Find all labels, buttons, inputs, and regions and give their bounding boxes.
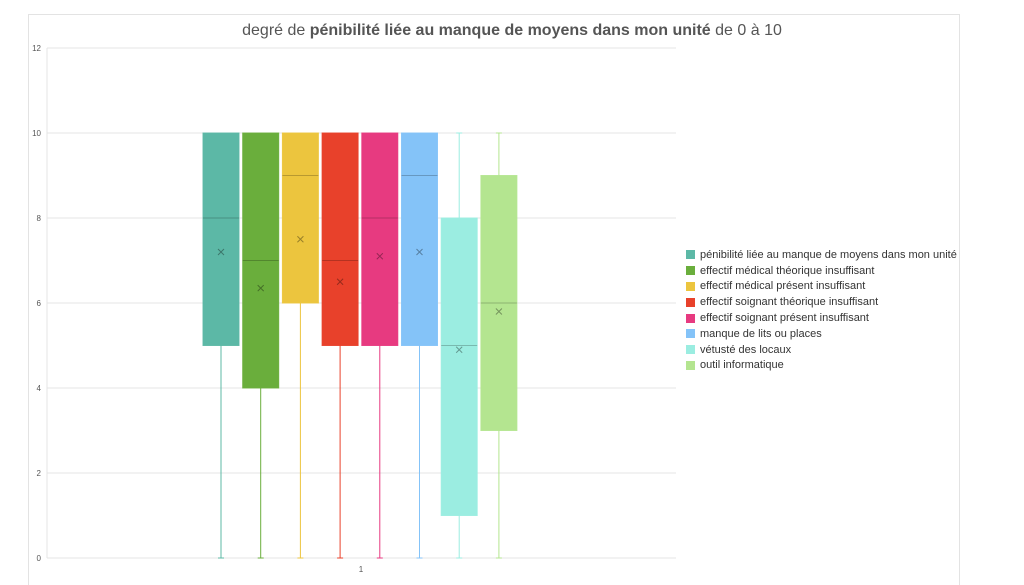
legend-label: effectif médical théorique insuffisant [700, 264, 875, 277]
legend-swatch [686, 345, 695, 355]
mean-marker [416, 248, 423, 256]
chart-legend: pénibilité liée au manque de moyens dans… [686, 247, 957, 373]
box-2 [242, 132, 280, 389]
y-tick-label: 0 [37, 554, 42, 563]
legend-label: effectif médical présent insuffisant [700, 280, 866, 293]
legend-item: vétusté des locaux [686, 342, 957, 358]
legend-label: manque de lits ou places [700, 327, 822, 340]
legend-label: outil informatique [700, 359, 784, 372]
y-tick-label: 12 [32, 44, 41, 53]
legend-item: effectif médical présent insuffisant [686, 279, 957, 295]
legend-label: pénibilité liée au manque de moyens dans… [700, 248, 957, 261]
y-tick-label: 10 [32, 129, 41, 138]
box-6 [401, 132, 438, 346]
chart-title-suffix: de 0 à 10 [710, 22, 782, 39]
mean-marker [495, 308, 503, 315]
y-tick-label: 2 [37, 469, 42, 478]
chart-title: degré de pénibilité liée au manque de mo… [0, 22, 1024, 40]
mean-marker [455, 346, 463, 354]
legend-swatch [686, 297, 695, 307]
legend-swatch [686, 250, 695, 260]
box-8 [480, 175, 518, 431]
legend-swatch [686, 360, 695, 370]
legend-item: pénibilité liée au manque de moyens dans… [686, 247, 957, 263]
legend-item: effectif soignant présent insuffisant [686, 310, 957, 326]
box-3 [281, 132, 319, 304]
y-tick-label: 6 [37, 299, 42, 308]
box-4 [321, 132, 359, 346]
mean-marker [257, 284, 265, 292]
box-1 [202, 132, 240, 346]
legend-label: effectif soignant présent insuffisant [700, 312, 869, 325]
chart-title-bold: pénibilité liée au manque de moyens dans… [309, 22, 711, 39]
legend-swatch [686, 313, 695, 323]
chart-title-prefix: degré de [242, 22, 310, 39]
legend-swatch [686, 329, 695, 339]
legend-swatch [686, 266, 695, 276]
legend-item: manque de lits ou places [686, 326, 957, 342]
legend-swatch [686, 281, 695, 291]
box-7 [440, 217, 478, 516]
mean-marker [376, 252, 384, 260]
y-tick-label: 4 [37, 384, 42, 393]
legend-label: effectif soignant théorique insuffisant [700, 296, 879, 309]
mean-marker [336, 278, 344, 286]
mean-marker [217, 248, 225, 256]
mean-marker [297, 235, 304, 243]
legend-label: vétusté des locaux [700, 343, 792, 356]
legend-item: effectif médical théorique insuffisant [686, 263, 957, 279]
y-tick-label: 8 [37, 214, 42, 223]
legend-item: effectif soignant théorique insuffisant [686, 294, 957, 310]
box-5 [361, 132, 399, 346]
legend-item: outil informatique [686, 358, 957, 374]
x-tick-label: 1 [359, 565, 364, 574]
